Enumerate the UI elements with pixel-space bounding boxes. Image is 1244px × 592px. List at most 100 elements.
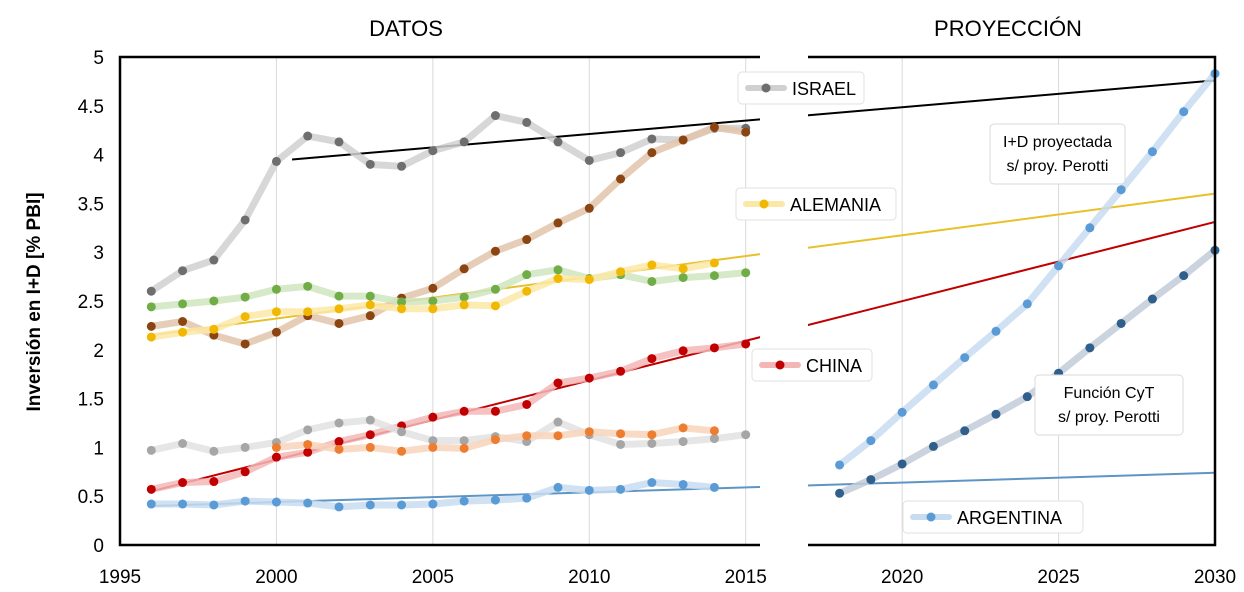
point-grey_low-2006 [459, 436, 469, 446]
point-green-2000 [271, 284, 281, 294]
point-proj_funcion-2022 [960, 426, 970, 436]
point-argentina-2012 [647, 478, 657, 488]
point-china-1998 [209, 477, 219, 487]
point-israel-2009 [553, 137, 563, 147]
point-alemania-2014 [709, 258, 719, 268]
point-argentina-1996 [146, 499, 156, 509]
point-china-2006 [459, 406, 469, 416]
x-tick-label-2020: 2020 [881, 567, 923, 588]
point-proj_funcion-2024 [1022, 392, 1032, 402]
point-orange-2005 [428, 442, 438, 452]
point-grey_low-2009 [553, 417, 563, 427]
point-proj_id-2022 [960, 353, 970, 363]
point-israel-2000 [271, 156, 281, 166]
point-argentina-2014 [709, 482, 719, 492]
point-argentina-2013 [678, 479, 688, 489]
x-tick-label-2010: 2010 [568, 567, 610, 588]
point-orange-2009 [553, 431, 563, 441]
point-argentina-2002 [334, 502, 344, 512]
point-alemania-1999 [240, 312, 250, 322]
point-brown-1999 [240, 339, 250, 349]
point-grey_low-2011 [616, 439, 626, 449]
point-orange-2002 [334, 444, 344, 454]
point-proj_funcion-2027 [1116, 318, 1126, 328]
point-grey_low-1999 [240, 442, 250, 452]
point-orange-2012 [647, 430, 657, 440]
legend-box-argentina [902, 500, 1084, 534]
legend-label-israel: ISRAEL [792, 79, 856, 99]
point-proj_funcion-2020 [897, 459, 907, 469]
point-alemania-2010 [584, 275, 594, 285]
point-grey_low-2001 [303, 425, 313, 435]
point-china-2001 [303, 447, 313, 457]
point-alemania-2004 [397, 304, 407, 314]
point-brown-2012 [647, 148, 657, 158]
point-proj_funcion-2029 [1179, 271, 1189, 281]
annotation-box-proj_id [989, 123, 1126, 185]
legend-label-china: CHINA [806, 356, 862, 376]
trendline-argentina [151, 471, 1216, 507]
point-alemania-1998 [209, 324, 219, 334]
series-band-grey_low [147, 416, 750, 455]
annotation-text-proj_id-1: s/ proy. Perotti [1007, 158, 1109, 175]
x-tick-label-1995: 1995 [99, 567, 141, 588]
series-band-israel [147, 112, 750, 295]
point-brown-2014 [709, 122, 719, 132]
point-argentina-2000 [271, 497, 281, 507]
section-title-proyeccion: PROYECCIÓN [934, 16, 1082, 41]
point-israel-1998 [209, 255, 219, 265]
point-brown-2009 [553, 218, 563, 228]
series-band-proj_funcion [836, 246, 1219, 497]
point-alemania-2003 [365, 300, 375, 310]
point-proj_funcion-2018 [835, 488, 845, 498]
series-band-china [147, 340, 750, 493]
point-proj_funcion-2023 [991, 409, 1001, 419]
point-argentina-2007 [490, 495, 500, 505]
point-brown-2008 [522, 235, 532, 245]
point-green-2009 [553, 265, 563, 275]
point-green-2015 [741, 268, 751, 278]
legend-marker-israel [761, 83, 771, 93]
point-proj_id-2027 [1116, 185, 1126, 195]
point-green-2008 [522, 270, 532, 280]
point-proj_id-2025 [1054, 261, 1064, 271]
point-israel-2002 [334, 137, 344, 147]
point-china-2010 [584, 373, 594, 383]
point-china-2013 [678, 346, 688, 356]
point-argentina-2004 [397, 500, 407, 510]
point-israel-1999 [240, 215, 250, 225]
point-green-1996 [146, 302, 156, 312]
x-tick-label-2015: 2015 [725, 567, 767, 588]
legend-marker-alemania [759, 199, 769, 209]
legend-layer: ISRAEL ALEMANIA CHINA ARGENTINA I+D proyecta… [735, 71, 1184, 534]
point-china-1996 [146, 484, 156, 494]
point-china-2009 [553, 378, 563, 388]
point-orange-2001 [303, 439, 313, 449]
legend-box-china [751, 348, 873, 382]
point-alemania-2009 [553, 274, 563, 284]
point-proj_id-2029 [1179, 107, 1189, 117]
point-china-2005 [428, 412, 438, 422]
point-grey_low-1998 [209, 446, 219, 456]
y-tick-label-3: 3 [93, 243, 104, 264]
point-green-2006 [459, 292, 469, 302]
point-proj_id-2028 [1147, 147, 1157, 157]
point-israel-2001 [303, 131, 313, 141]
point-argentina-1997 [178, 499, 188, 509]
point-israel-2005 [428, 146, 438, 156]
annotation-text-proj_funcion-0: Función CyT [1064, 385, 1155, 402]
point-china-2000 [271, 452, 281, 462]
point-argentina-1999 [240, 496, 250, 506]
point-orange-2014 [709, 426, 719, 436]
point-green-1997 [178, 299, 188, 309]
point-china-1999 [240, 467, 250, 477]
point-argentina-2009 [553, 482, 563, 492]
y-tick-label-4: 4 [93, 146, 104, 167]
point-israel-2006 [459, 137, 469, 147]
point-china-2008 [522, 399, 532, 409]
annotation-proj_funcion: Función CyT s/ proy. Perotti [1034, 374, 1184, 436]
legend-china: CHINA [751, 348, 873, 382]
point-brown-1997 [178, 316, 188, 326]
x-tick-label-2030: 2030 [1194, 567, 1236, 588]
